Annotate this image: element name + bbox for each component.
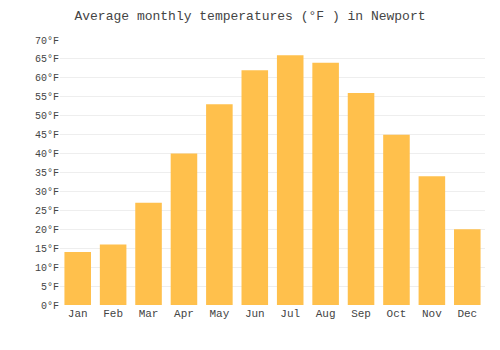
svg-text:Dec: Dec bbox=[457, 308, 477, 320]
svg-text:Aug: Aug bbox=[316, 308, 336, 320]
svg-text:45°F: 45°F bbox=[35, 130, 59, 141]
svg-text:15°F: 15°F bbox=[35, 244, 59, 255]
svg-text:Sep: Sep bbox=[351, 308, 371, 320]
svg-text:20°F: 20°F bbox=[35, 225, 59, 236]
svg-text:Oct: Oct bbox=[387, 308, 407, 320]
svg-text:35°F: 35°F bbox=[35, 168, 59, 179]
svg-text:70°F: 70°F bbox=[35, 36, 59, 47]
svg-text:65°F: 65°F bbox=[35, 54, 59, 65]
svg-text:Nov: Nov bbox=[422, 308, 442, 320]
svg-text:60°F: 60°F bbox=[35, 73, 59, 84]
svg-text:5°F: 5°F bbox=[41, 282, 59, 293]
svg-text:30°F: 30°F bbox=[35, 187, 59, 198]
svg-text:Mar: Mar bbox=[139, 308, 159, 320]
svg-text:Average monthly temperatures (: Average monthly temperatures (°F ) in Ne… bbox=[74, 9, 425, 24]
svg-text:55°F: 55°F bbox=[35, 92, 59, 103]
svg-text:Jan: Jan bbox=[68, 308, 88, 320]
svg-text:50°F: 50°F bbox=[35, 111, 59, 122]
svg-text:40°F: 40°F bbox=[35, 149, 59, 160]
svg-text:Jun: Jun bbox=[245, 308, 265, 320]
svg-text:Feb: Feb bbox=[103, 308, 123, 320]
svg-text:Apr: Apr bbox=[174, 308, 194, 320]
svg-text:25°F: 25°F bbox=[35, 206, 59, 217]
svg-text:10°F: 10°F bbox=[35, 263, 59, 274]
svg-text:0°F: 0°F bbox=[41, 301, 59, 312]
svg-text:Jul: Jul bbox=[280, 308, 300, 320]
svg-text:May: May bbox=[209, 308, 229, 320]
